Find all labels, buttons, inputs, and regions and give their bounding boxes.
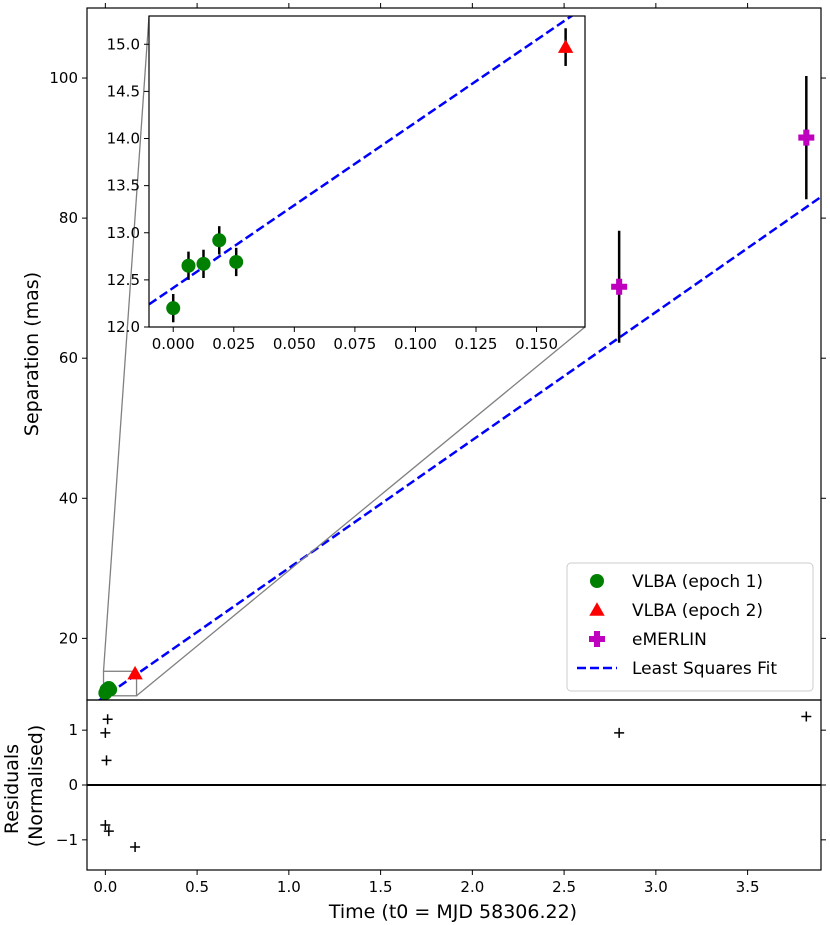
inset-data-point (181, 258, 196, 273)
legend: VLBA (epoch 1) VLBA (epoch 2) eMERLIN Least… (566, 562, 814, 692)
data-point (127, 665, 143, 680)
residual-point (100, 820, 111, 831)
inset-ytick-label: 12.0 (107, 318, 140, 336)
residual-xtick-label: 2.5 (552, 878, 576, 896)
main-ytick-label: 40 (59, 489, 78, 507)
residual-frame (86, 699, 822, 871)
inset-xtick-label: 0.000 (152, 335, 195, 353)
data-point (611, 278, 628, 295)
legend-marker (589, 631, 605, 647)
inset-xtick-label: 0.100 (394, 335, 437, 353)
inset-ytick-label: 14.5 (107, 82, 140, 100)
connector-right (136, 326, 586, 697)
residual-point (102, 714, 113, 725)
inset-data-point (557, 39, 574, 53)
residual-point (801, 711, 812, 722)
main-ytick-label: 20 (59, 629, 78, 647)
inset-xtick-label: 0.050 (273, 335, 316, 353)
fit-line (97, 195, 821, 700)
main-ytick-label: 80 (59, 209, 78, 227)
inset-xtick-label: 0.150 (515, 335, 558, 353)
residual-xtick-label: 0.0 (93, 878, 117, 896)
data-point (798, 129, 815, 146)
inset-xtick-label: 0.075 (333, 335, 376, 353)
main-plot-area (97, 75, 821, 700)
inset-ytick-label: 12.5 (107, 271, 140, 289)
x-axis-title: Time (t0 = MJD 58306.22) (328, 901, 577, 923)
inset-ytick-label: 13.5 (107, 177, 140, 195)
legend-marker (590, 574, 604, 588)
residual-panel: −1 0 1 0.0 0.5 1.0 1.5 2.0 2.5 3.0 3.5 (56, 699, 826, 896)
legend-label: Least Squares Fit (632, 659, 777, 679)
residual-point (130, 841, 141, 852)
inset-ytick-label: 13.0 (107, 224, 140, 242)
inset-fit-line (149, 16, 574, 306)
residual-xtick-label: 3.0 (644, 878, 668, 896)
residual-xtick-label: 0.5 (185, 878, 209, 896)
residual-xtick-label: 1.0 (277, 878, 301, 896)
legend-marker (589, 602, 605, 616)
main-ytick-label: 100 (49, 69, 78, 87)
residual-point (103, 826, 114, 837)
legend-label: eMERLIN (632, 630, 707, 650)
residual-xtick-label: 3.5 (736, 878, 760, 896)
inset-ytick-label: 15.0 (107, 35, 140, 53)
inset-ytick-label: 14.0 (107, 130, 140, 148)
residual-ytick-label: 0 (68, 776, 78, 794)
legend-label: VLBA (epoch 1) (632, 572, 763, 592)
legend-box (566, 562, 814, 692)
inset-panel: 12.0 12.5 13.0 13.5 14.0 14.5 15.0 0.000 0.025 0.… (107, 15, 586, 353)
main-ytick-label: 60 (59, 349, 78, 367)
inset-frame (148, 15, 586, 328)
y-axis-title: Separation (mas) (21, 272, 43, 436)
inset-background (149, 16, 585, 327)
inset-data-point (166, 301, 181, 316)
inset-data-point (229, 254, 244, 269)
residual-xtick-label: 1.5 (369, 878, 393, 896)
inset-data-point (212, 233, 227, 248)
inset-xtick-label: 0.125 (455, 335, 498, 353)
residual-point (614, 727, 625, 738)
residual-ylabel-line-1: Residuals (1, 744, 23, 834)
inset-data-point (196, 256, 211, 271)
data-point (103, 682, 118, 697)
main-panel: 20 40 60 80 100 (49, 3, 826, 701)
residual-xtick-label: 2.0 (460, 878, 484, 896)
residual-ylabel-line-2: (Normalised) (25, 725, 47, 848)
inset-xtick-label: 0.025 (212, 335, 255, 353)
residual-ytick-label: −1 (56, 831, 78, 849)
inset-plot-area (149, 16, 574, 323)
residual-plot-area (87, 711, 821, 852)
residual-y-axis-title: Residuals (Normalised) (1, 725, 47, 848)
legend-label: VLBA (epoch 2) (632, 601, 763, 621)
connector-left (102, 15, 150, 672)
zoom-connectors (102, 15, 586, 697)
residual-ytick-label: 1 (68, 721, 78, 739)
residual-point (100, 727, 111, 738)
residual-point (101, 755, 112, 766)
